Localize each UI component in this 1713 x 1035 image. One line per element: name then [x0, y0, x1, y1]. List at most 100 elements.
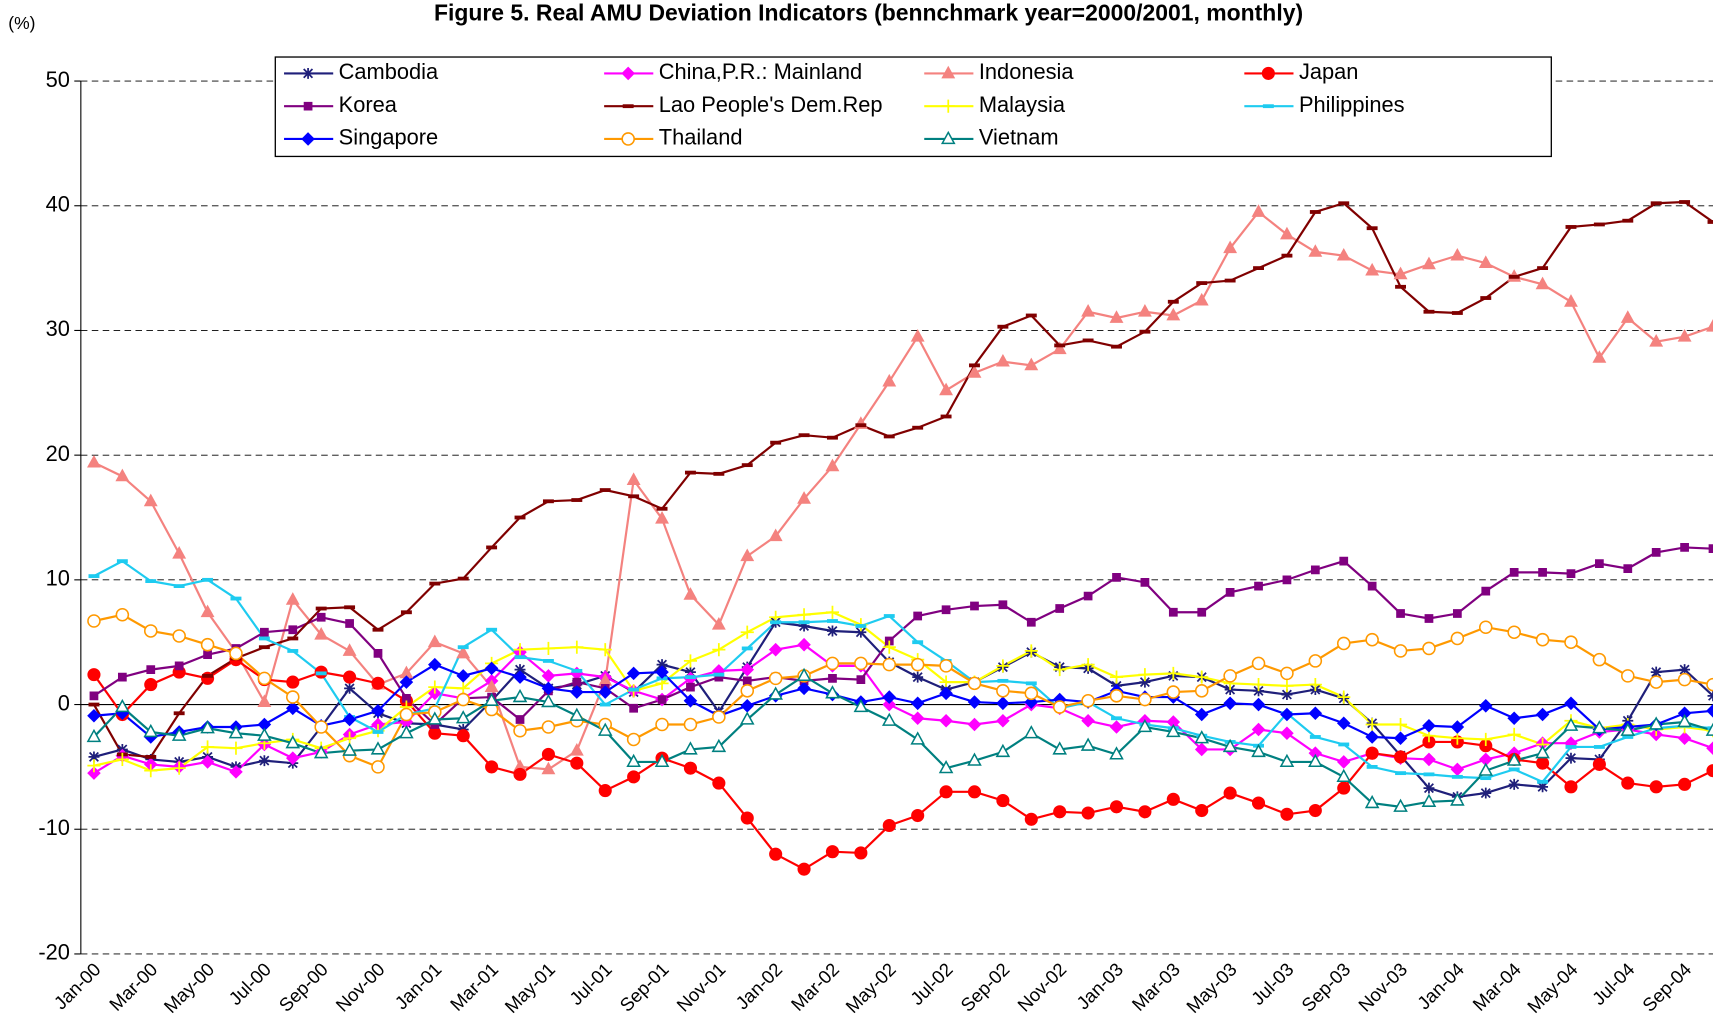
data-point — [967, 695, 982, 709]
data-point — [740, 811, 754, 825]
legend-label: Cambodia — [339, 59, 439, 84]
data-point — [854, 656, 868, 671]
data-point — [1026, 617, 1036, 627]
data-point — [172, 545, 187, 559]
data-point — [1481, 586, 1491, 596]
data-point — [1677, 731, 1692, 745]
data-point — [1365, 717, 1379, 732]
data-point — [200, 637, 215, 652]
data-point — [456, 692, 470, 707]
data-point — [1024, 357, 1039, 371]
data-point — [541, 641, 555, 655]
data-point — [655, 511, 669, 524]
x-tick-label: Sep-01 — [616, 959, 673, 1016]
data-point — [1052, 341, 1067, 355]
data-point — [1194, 730, 1210, 744]
data-point — [882, 697, 897, 712]
data-point — [229, 765, 243, 779]
data-point — [1223, 696, 1237, 711]
data-point — [203, 650, 212, 660]
data-point — [86, 728, 102, 743]
data-point — [1677, 713, 1692, 728]
data-point — [1677, 328, 1692, 342]
data-point — [1620, 310, 1635, 323]
data-point — [456, 645, 471, 659]
data-point — [1592, 652, 1607, 667]
data-point — [144, 678, 158, 692]
y-tick-label: 50 — [46, 67, 70, 92]
x-tick-label: Jul-00 — [224, 959, 275, 1010]
x-tick-label: May-03 — [1182, 959, 1241, 1018]
data-point — [797, 491, 811, 504]
data-point — [1166, 723, 1181, 738]
data-point — [1223, 786, 1237, 800]
data-point — [1479, 732, 1493, 747]
data-point — [768, 528, 783, 542]
legend-marker — [1261, 66, 1275, 80]
data-point — [1081, 694, 1095, 708]
data-point — [200, 604, 215, 618]
data-point — [598, 784, 612, 798]
data-point — [229, 741, 243, 755]
data-point — [1393, 731, 1408, 745]
y-tick-label: 30 — [46, 316, 70, 341]
data-point — [1538, 567, 1547, 577]
data-point — [456, 729, 470, 743]
x-tick-label: Mar-04 — [1468, 959, 1524, 1015]
series-line — [93, 210, 1713, 771]
data-point — [739, 711, 755, 725]
x-tick-label: Mar-02 — [787, 959, 843, 1015]
data-point — [345, 619, 354, 628]
x-tick-label: Mar-03 — [1128, 959, 1184, 1015]
series-line — [93, 613, 1713, 769]
data-point — [1364, 794, 1380, 809]
data-point — [1565, 752, 1577, 764]
data-point — [1422, 752, 1436, 767]
data-point — [286, 751, 300, 765]
data-point — [513, 670, 527, 684]
data-point — [428, 680, 442, 694]
data-point — [1052, 741, 1068, 755]
data-point — [597, 722, 613, 736]
data-point — [1592, 720, 1607, 734]
data-point — [1281, 689, 1293, 701]
data-point — [288, 625, 298, 635]
data-point — [515, 715, 525, 724]
data-point — [428, 726, 442, 740]
data-point — [882, 657, 897, 672]
data-point — [1621, 669, 1635, 683]
data-point — [1678, 777, 1692, 791]
data-point — [740, 684, 755, 698]
data-point — [626, 753, 641, 768]
data-point — [342, 643, 357, 656]
data-point — [1677, 672, 1692, 687]
data-point — [1081, 806, 1095, 820]
data-point — [314, 720, 328, 734]
x-tick-label: May-02 — [841, 959, 900, 1018]
data-point — [1706, 704, 1713, 718]
data-point — [742, 676, 752, 686]
x-tick-label: Mar-01 — [446, 959, 502, 1015]
data-point — [87, 454, 101, 468]
data-point — [371, 704, 385, 718]
data-point — [1168, 607, 1178, 617]
data-point — [399, 675, 414, 689]
data-point — [1166, 666, 1180, 680]
data-point — [996, 659, 1010, 673]
legend-label: Korea — [339, 92, 398, 117]
series-line — [93, 200, 1713, 759]
data-point — [853, 698, 869, 713]
data-point — [1564, 635, 1578, 649]
data-point — [769, 847, 783, 861]
data-point — [257, 671, 272, 686]
data-point — [1308, 244, 1323, 257]
y-tick-label: -20 — [38, 940, 70, 965]
data-point — [1679, 664, 1691, 676]
x-tick-label: Sep-02 — [956, 959, 1013, 1016]
data-point — [1055, 604, 1065, 613]
data-point — [1592, 757, 1606, 771]
data-point — [1081, 658, 1095, 672]
x-tick-label: Mar-00 — [105, 959, 161, 1015]
data-point — [1223, 240, 1238, 254]
data-point — [1195, 670, 1209, 684]
